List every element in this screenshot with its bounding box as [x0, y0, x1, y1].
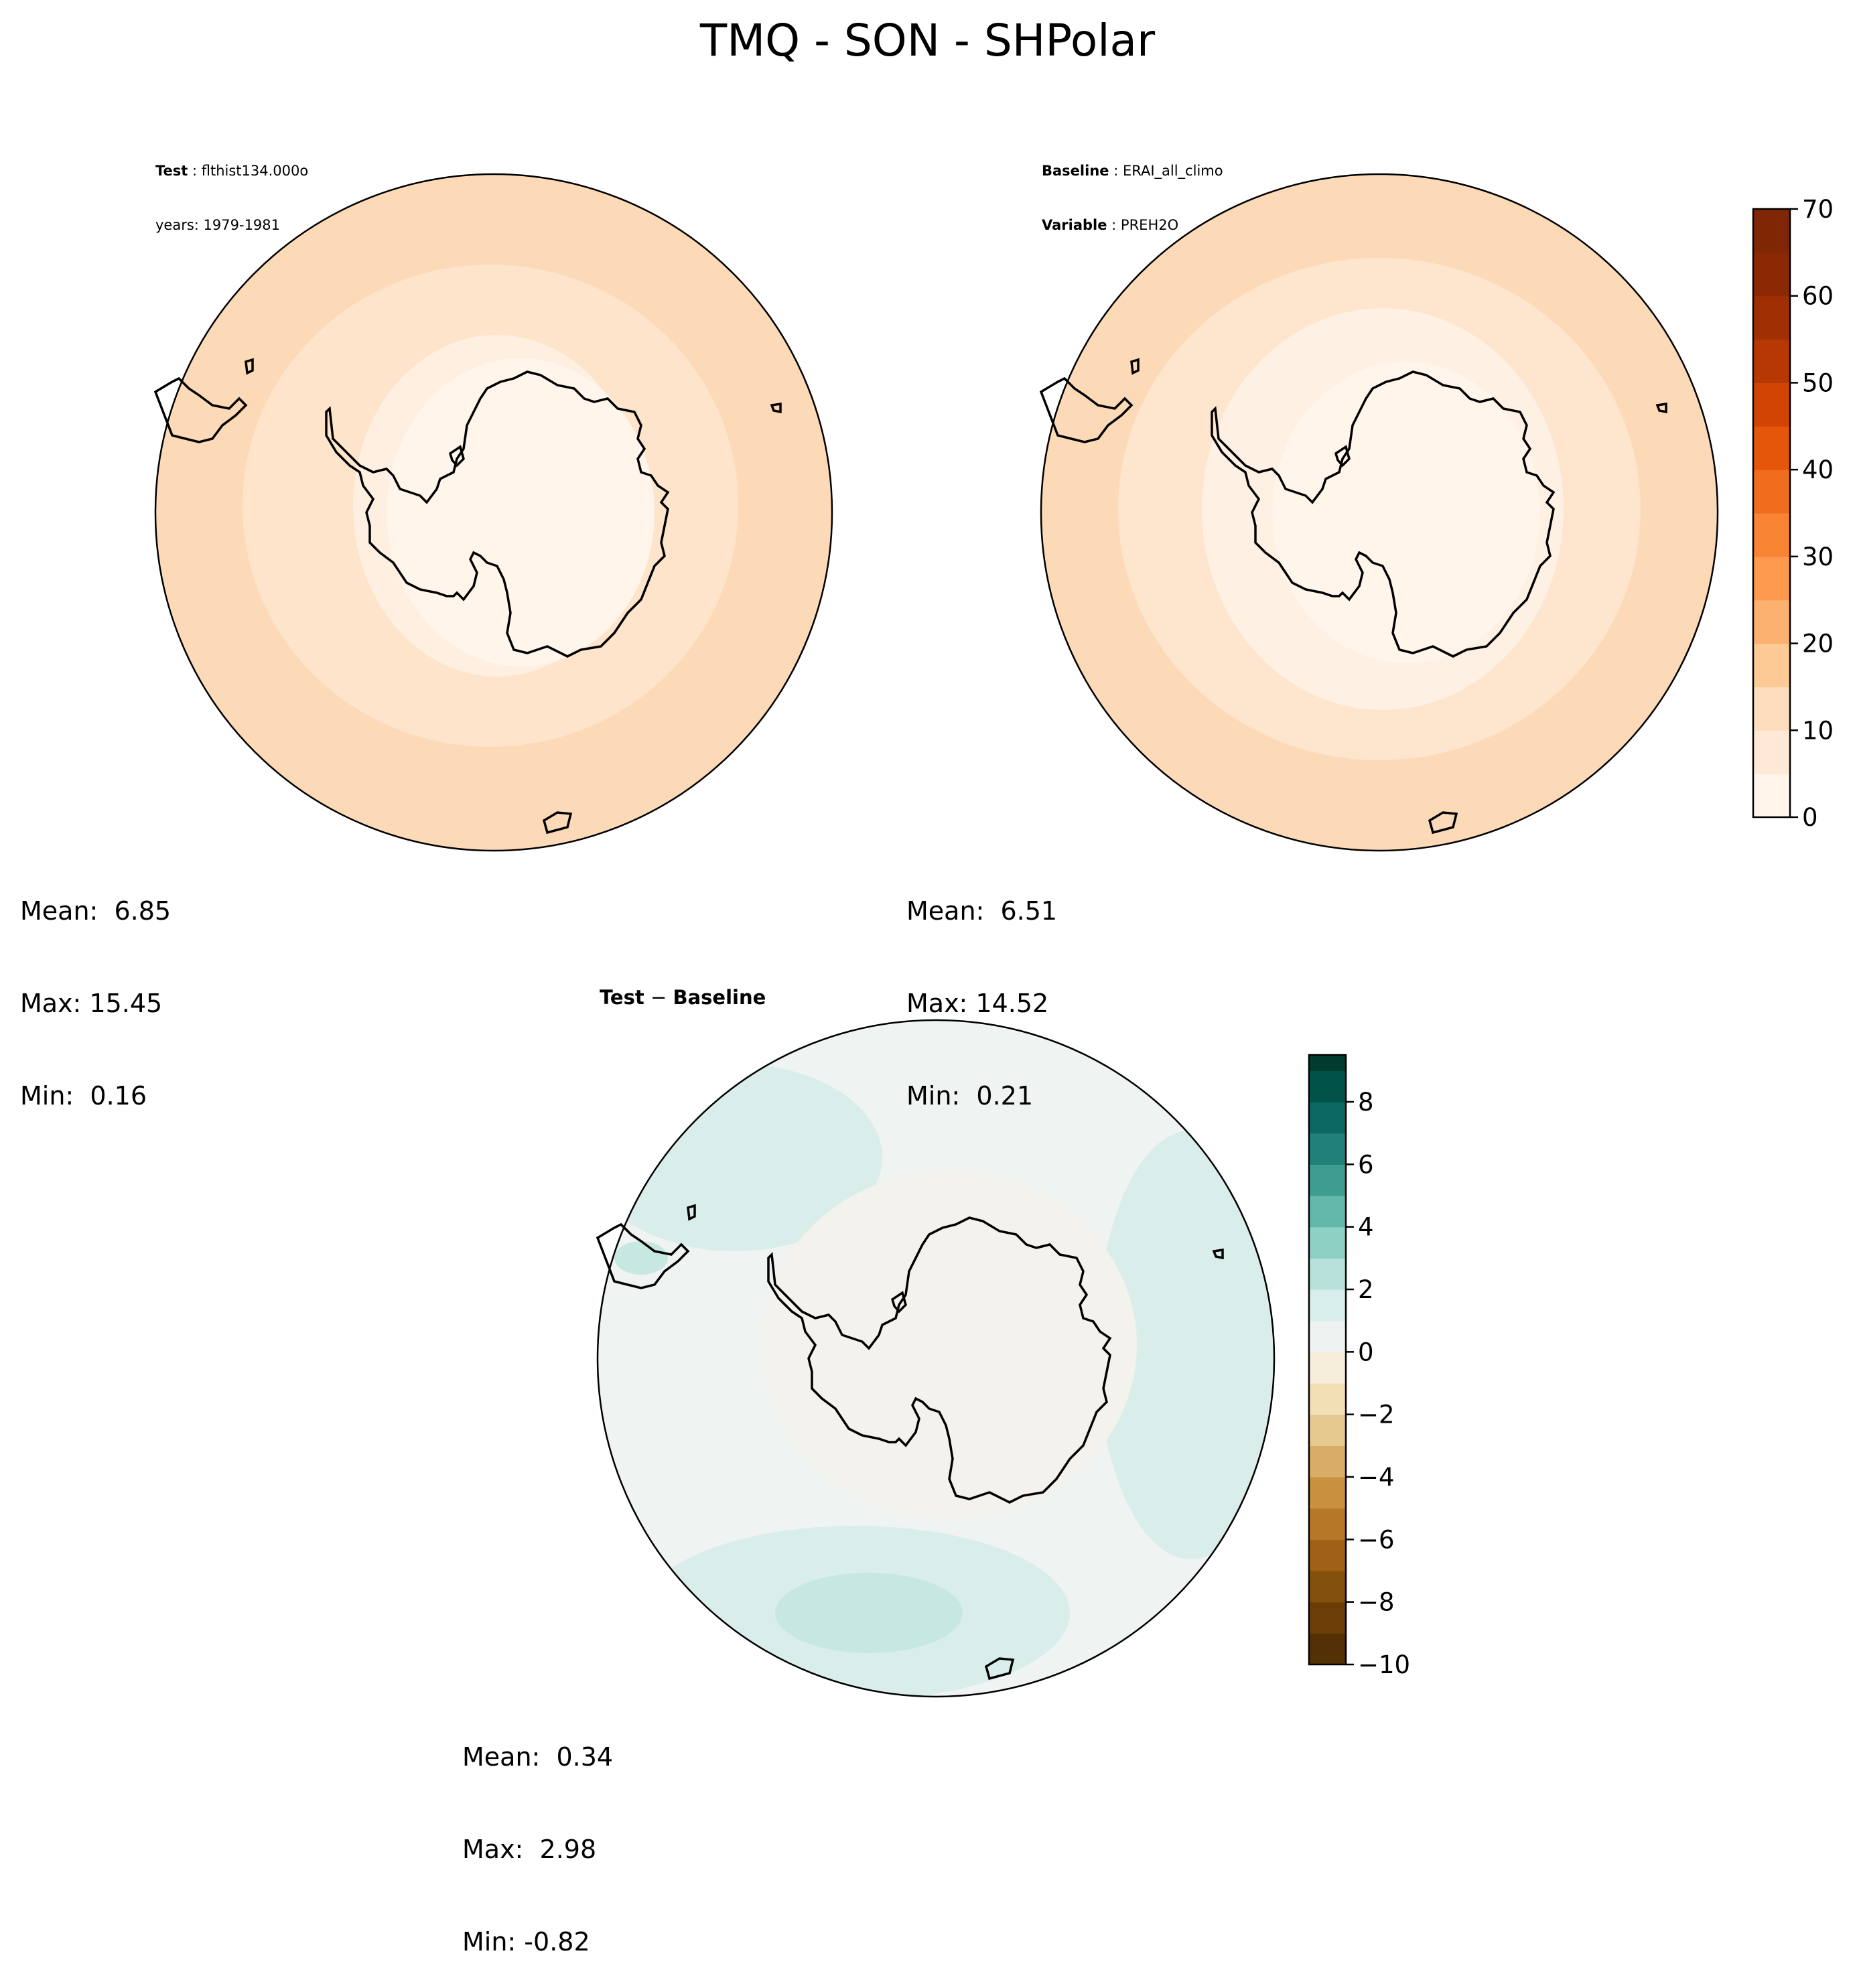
diff-title-operator: −	[644, 986, 673, 1009]
diff-colorbar-swatch	[1309, 1196, 1346, 1228]
test-stat-mean: Mean: 6.85	[20, 896, 171, 926]
main-colorbar-swatch	[1753, 730, 1790, 774]
main-colorbar-tick-label: 20	[1802, 630, 1834, 658]
baseline-stat-mean: Mean: 6.51	[906, 896, 1058, 926]
baseline-map	[1040, 173, 1719, 852]
diff-colorbar-swatch	[1309, 1164, 1346, 1196]
diff-stat-mean: Mean: 0.34	[462, 1742, 614, 1772]
baseline-label-block: Baseline : ERAI_all_climo Variable : PRE…	[1042, 126, 1223, 253]
diff-colorbar-swatch	[1309, 1602, 1346, 1634]
diff-colorbar-swatch	[1309, 1289, 1346, 1322]
test-years: years: 1979-1981	[155, 217, 281, 233]
baseline-label-key: Baseline	[1042, 163, 1109, 179]
diff-colorbar-tick-label: −10	[1358, 1650, 1410, 1679]
baseline-variable-sep: :	[1107, 217, 1121, 233]
diff-colorbar-tick-label: −6	[1358, 1525, 1395, 1554]
diff-colorbar-swatch	[1309, 1633, 1346, 1665]
diff-colorbar-swatch	[1309, 1539, 1346, 1571]
diff-map	[596, 1019, 1276, 1698]
diff-colorbar-swatch	[1309, 1383, 1346, 1415]
main-colorbar-swatch	[1753, 209, 1790, 253]
diff-title-left: Test	[600, 986, 644, 1009]
test-label-key: Test	[155, 163, 188, 179]
diff-colorbar-tick-label: −8	[1358, 1588, 1395, 1617]
main-colorbar-tick-label: 70	[1802, 195, 1834, 224]
diff-fill-teal-s-core	[775, 1573, 963, 1653]
test-stat-max: Max: 15.45	[20, 989, 163, 1018]
baseline-stat-min: Min: 0.21	[906, 1081, 1033, 1111]
diff-colorbar-swatch	[1309, 1320, 1346, 1352]
baseline-label-sep: :	[1109, 163, 1123, 179]
baseline-variable-value: PREH2O	[1120, 217, 1179, 233]
diff-fill-teal-peak	[614, 1241, 668, 1275]
test-label-sep: :	[188, 163, 202, 179]
diff-colorbar-tick-label: 0	[1358, 1338, 1374, 1366]
main-colorbar-tick-label: 60	[1802, 282, 1834, 311]
main-colorbar-frame	[1752, 208, 1791, 819]
test-stat-min: Min: 0.16	[20, 1081, 147, 1111]
diff-colorbar-swatch	[1309, 1102, 1346, 1134]
diff-colorbar-swatch	[1309, 1477, 1346, 1509]
diff-colorbar-tick-label: 6	[1358, 1150, 1374, 1179]
diff-colorbar-tick-label: 4	[1358, 1213, 1374, 1242]
baseline-stat-max: Max: 14.52	[906, 989, 1049, 1018]
diff-colorbar-swatch	[1309, 1070, 1346, 1103]
diff-colorbar-tick-label: −2	[1358, 1401, 1395, 1429]
main-colorbar-swatch	[1753, 470, 1790, 514]
diff-stats: Mean: 0.34 Max: 2.98 Min: -0.82	[462, 1680, 613, 1988]
diff-colorbar-swatch	[1309, 1226, 1346, 1259]
main-colorbar-swatch	[1753, 599, 1790, 644]
diff-title: Test − Baseline	[600, 986, 766, 1009]
main-colorbar-swatch	[1753, 513, 1790, 557]
main-colorbar: 0 10 20 30 40 50 60 70	[1752, 195, 1834, 832]
main-colorbar-tick-label: 40	[1802, 455, 1834, 484]
main-colorbar-swatch	[1753, 556, 1790, 601]
baseline-fill-core	[1272, 362, 1540, 663]
diff-colorbar-swatch	[1309, 1133, 1346, 1165]
test-map-boundary	[154, 173, 833, 852]
main-colorbar-tick-label: 0	[1802, 803, 1818, 832]
diff-colorbar-swatch	[1309, 1508, 1346, 1540]
diff-title-right: Baseline	[673, 986, 766, 1009]
diff-stat-max: Max: 2.98	[462, 1835, 597, 1864]
diff-colorbar-swatch	[1309, 1445, 1346, 1478]
baseline-label-value: ERAI_all_climo	[1122, 163, 1223, 179]
baseline-map-boundary	[1040, 173, 1719, 852]
main-colorbar-tick-label: 30	[1802, 543, 1834, 571]
diff-colorbar-frame	[1308, 1054, 1347, 1666]
diff-colorbar-tick-label: 8	[1358, 1088, 1374, 1117]
test-label-value: flthist134.000o	[201, 163, 309, 179]
main-colorbar-swatch	[1753, 426, 1790, 470]
test-map	[154, 173, 833, 852]
diff-colorbar-swatch	[1309, 1414, 1346, 1446]
diff-colorbar-tick-label: 2	[1358, 1275, 1374, 1304]
diff-fill-teal-e	[1097, 1131, 1274, 1559]
diff-colorbar-swatch	[1309, 1571, 1346, 1603]
main-colorbar-tick-label: 50	[1802, 368, 1834, 397]
main-colorbar-swatch	[1753, 643, 1790, 688]
baseline-stats: Mean: 6.51 Max: 14.52 Min: 0.21	[906, 834, 1057, 1142]
diff-colorbar: −10 −8 −6 −4 −2 0 2 4 6 8	[1308, 1054, 1410, 1679]
diff-colorbar-tick-label: −4	[1358, 1463, 1395, 1492]
baseline-variable-key: Variable	[1042, 217, 1107, 233]
diff-colorbar-swatch	[1309, 1258, 1346, 1290]
diff-map-boundary	[596, 1019, 1276, 1698]
test-fill-core	[387, 358, 655, 666]
diff-colorbar-swatch	[1309, 1352, 1346, 1384]
main-colorbar-swatch	[1753, 252, 1790, 297]
figure-title: TMQ - SON - SHPolar	[699, 15, 1156, 66]
test-stats: Mean: 6.85 Max: 15.45 Min: 0.16	[20, 834, 171, 1142]
main-colorbar-swatch	[1753, 382, 1790, 427]
main-colorbar-tick-label: 10	[1802, 716, 1834, 745]
diff-colorbar-swatch	[1309, 1055, 1346, 1071]
main-colorbar-swatch	[1753, 687, 1790, 731]
test-label-block: Test : flthist134.000o years: 1979-1981	[155, 126, 308, 253]
diff-fill-near-zero	[762, 1171, 1137, 1519]
figure-canvas: 0 10 20 30 40 50 60 70 −10 −8 −6 −4 −2 0 2 4 6 8	[154, 173, 1834, 1698]
main-colorbar-swatch	[1753, 774, 1790, 818]
diff-stat-min: Min: -0.82	[462, 1927, 590, 1957]
main-colorbar-swatch	[1753, 339, 1790, 384]
main-colorbar-swatch	[1753, 295, 1790, 340]
